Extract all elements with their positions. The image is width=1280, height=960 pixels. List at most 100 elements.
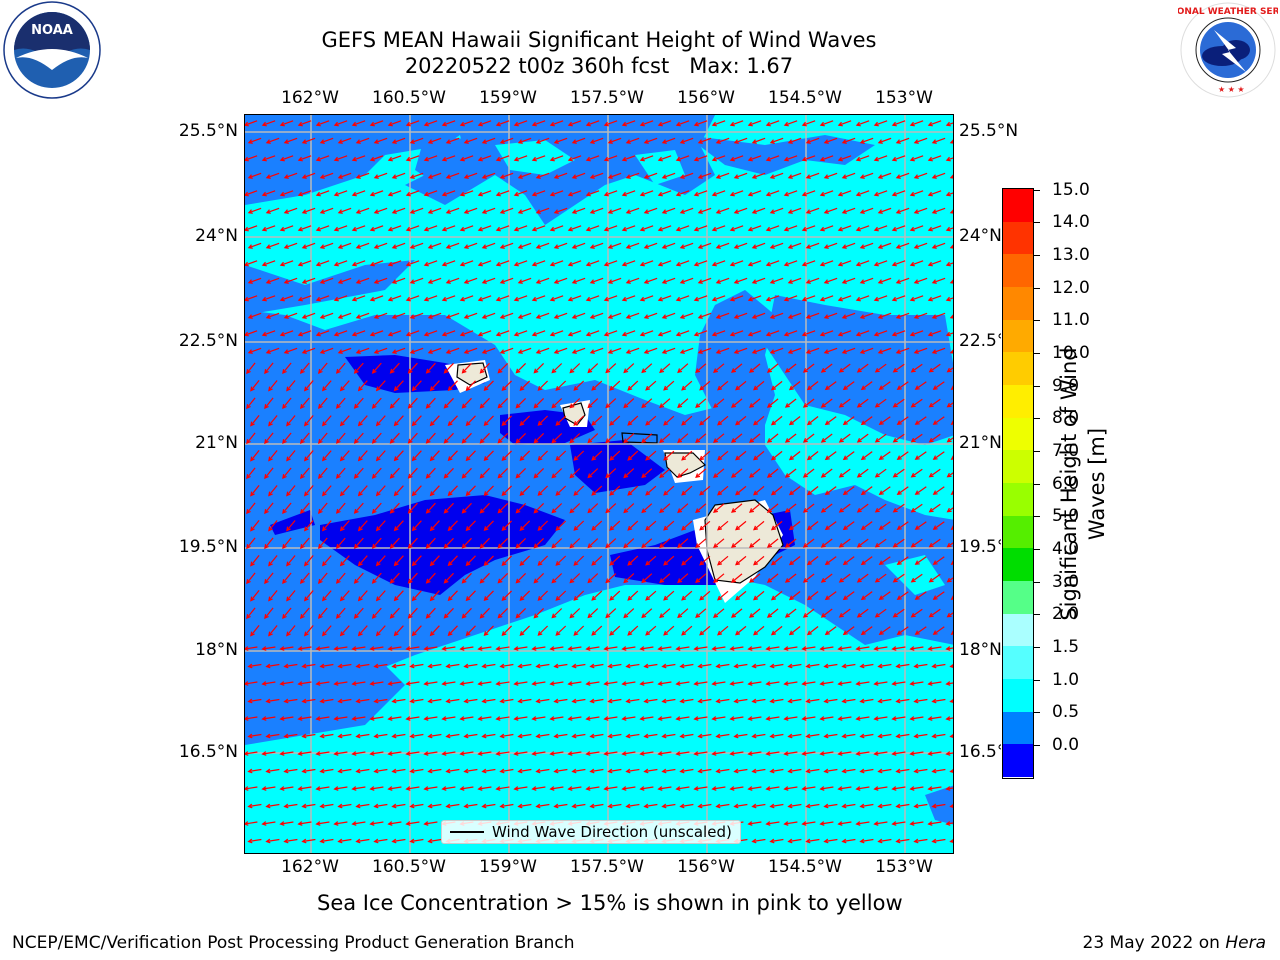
wave-direction-arrow — [747, 155, 762, 162]
wave-direction-arrow — [605, 573, 617, 584]
wave-direction-arrow — [355, 207, 370, 214]
wave-direction-arrow — [856, 433, 869, 443]
wave-direction-arrow — [391, 663, 406, 669]
wave-direction-arrow — [405, 681, 420, 686]
footer-date: 23 May 2022 on Hera — [1083, 933, 1267, 953]
wave-direction-arrow — [783, 716, 798, 721]
wave-direction-arrow — [567, 646, 582, 651]
wave-direction-arrow — [531, 295, 546, 302]
wave-direction-arrow — [699, 380, 711, 391]
wave-direction-arrow — [891, 120, 906, 127]
wave-direction-arrow — [623, 433, 635, 444]
wave-direction-arrow — [409, 207, 424, 214]
wave-direction-arrow — [573, 485, 585, 496]
wave-direction-arrow — [625, 312, 640, 319]
left-lat-tick: 18°N — [195, 640, 238, 660]
wave-direction-arrow — [949, 838, 953, 843]
wave-direction-arrow — [477, 786, 492, 791]
wave-direction-arrow — [427, 698, 442, 704]
wave-direction-arrow — [441, 751, 456, 756]
wave-direction-arrow — [766, 503, 779, 513]
wave-direction-arrow — [425, 397, 436, 409]
wave-direction-arrow — [463, 207, 478, 214]
wave-direction-arrow — [265, 312, 280, 319]
wave-direction-arrow — [459, 225, 474, 232]
wave-direction-arrow — [245, 190, 258, 197]
wave-direction-arrow — [931, 137, 946, 144]
wave-direction-arrow — [549, 716, 564, 721]
wave-direction-arrow — [603, 120, 618, 127]
wave-direction-arrow — [837, 716, 852, 721]
colorbar-segment — [1003, 287, 1033, 321]
sea-ice-note: Sea Ice Concentration > 15% is shown in … — [317, 891, 903, 915]
wave-direction-arrow — [339, 520, 350, 532]
wave-direction-arrow — [393, 450, 404, 462]
wave-direction-arrow — [369, 716, 384, 721]
wave-direction-arrow — [551, 608, 563, 619]
wave-direction-arrow — [731, 468, 743, 478]
wave-direction-arrow — [855, 646, 870, 651]
wave-direction-arrow — [279, 120, 294, 127]
wave-direction-arrow — [729, 330, 744, 337]
wave-direction-arrow — [247, 768, 262, 774]
wave-direction-arrow — [711, 786, 726, 791]
wave-direction-arrow — [519, 625, 531, 636]
wave-direction-arrow — [553, 803, 568, 809]
wave-direction-arrow — [679, 733, 694, 739]
wave-direction-arrow — [806, 416, 819, 426]
wave-direction-arrow — [643, 242, 658, 249]
bottom-lon-tick: 157.5°W — [570, 857, 644, 877]
wave-direction-arrow — [749, 468, 761, 478]
wave-direction-arrow — [751, 733, 766, 739]
wave-direction-arrow — [553, 242, 568, 249]
wave-direction-arrow — [747, 821, 762, 826]
wave-direction-arrow — [860, 521, 873, 531]
wave-direction-arrow — [892, 503, 905, 513]
wave-direction-arrow — [571, 768, 586, 774]
wave-direction-arrow — [927, 225, 942, 232]
wave-direction-arrow — [282, 362, 292, 374]
wave-direction-arrow — [681, 450, 693, 461]
wave-direction-arrow — [873, 155, 888, 162]
wave-direction-arrow — [603, 155, 618, 162]
wave-direction-arrow — [531, 786, 546, 791]
wave-direction-arrow — [301, 277, 316, 284]
wave-direction-arrow — [411, 520, 422, 532]
wave-direction-arrow — [387, 786, 402, 791]
wave-direction-arrow — [914, 486, 927, 495]
wave-direction-arrow — [874, 538, 887, 548]
wave-direction-arrow — [679, 137, 694, 144]
wave-direction-arrow — [603, 681, 618, 686]
wave-direction-arrow — [783, 120, 798, 127]
wave-direction-arrow — [261, 120, 276, 127]
colorbar-tick-label: 0.0 — [1052, 734, 1080, 755]
wave-direction-arrow — [447, 415, 458, 427]
wave-direction-arrow — [895, 172, 910, 179]
colorbar-segment — [1003, 483, 1033, 517]
wave-direction-arrow — [371, 607, 382, 619]
wave-direction-arrow — [369, 120, 384, 127]
wave-direction-arrow — [517, 733, 532, 739]
wave-direction-arrow — [375, 380, 386, 392]
wave-direction-arrow — [351, 260, 366, 267]
wave-direction-arrow — [567, 120, 582, 127]
wave-direction-arrow — [837, 786, 852, 791]
wave-direction-arrow — [623, 573, 635, 584]
wave-direction-arrow — [945, 821, 953, 826]
wave-direction-arrow — [405, 260, 420, 267]
islands — [456, 362, 784, 584]
wave-direction-arrow — [927, 260, 942, 267]
wave-direction-arrow — [591, 415, 603, 426]
wave-direction-arrow — [357, 555, 368, 567]
wave-direction-arrow — [553, 137, 568, 144]
wave-direction-arrow — [788, 591, 801, 601]
wave-direction-arrow — [427, 768, 442, 774]
wave-direction-arrow — [928, 538, 941, 548]
wave-direction-arrow — [859, 803, 874, 809]
wave-direction-arrow — [301, 172, 316, 179]
colorbar-tick-mark — [1034, 254, 1040, 256]
wave-direction-arrow — [677, 608, 689, 619]
wave-direction-arrow — [447, 450, 458, 462]
wave-direction-arrow — [463, 242, 478, 249]
wave-direction-arrow — [824, 626, 837, 636]
